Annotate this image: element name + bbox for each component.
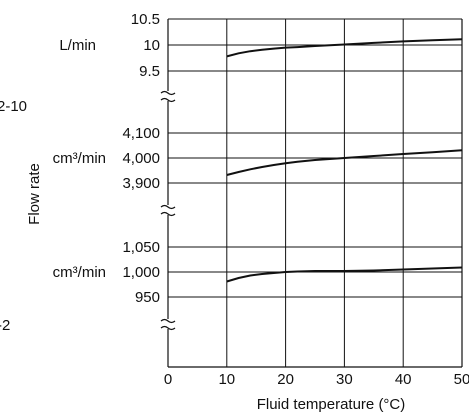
panel-1-y-tick-label-2: 9.5 <box>139 63 160 80</box>
y-axis-title: Flow rate <box>26 163 43 225</box>
panel-2-unit-label: cm³/min <box>53 150 106 167</box>
panel-2-y-tick-label-0: 4,100 <box>122 125 160 142</box>
panel-1-series-line <box>226 38 463 58</box>
x-axis-title: Fluid temperature (°C) <box>257 396 406 413</box>
axis-breaks <box>160 90 176 331</box>
panel-1-axis-break-mark-bottom <box>160 97 176 103</box>
panel-1-y-tick-label-0: 10.5 <box>131 11 160 28</box>
panel-2-axis-break-gap <box>161 205 175 215</box>
panel-3-axis-break-gap <box>161 319 175 329</box>
panel-3-y-tick-label-0: 1,050 <box>122 239 160 256</box>
x-tick-label-20: 20 <box>277 371 294 388</box>
panel-1-unit-label: L/min <box>59 37 96 54</box>
x-tick-label-50: 50 <box>454 371 469 388</box>
panel-2-axis-break-mark-top <box>160 204 176 210</box>
panel-3-y-tick-label-2: 950 <box>135 289 160 306</box>
panel-1-axis-break-mark-top <box>160 90 176 96</box>
panel-3-series-line <box>226 266 463 283</box>
x-tick-label-40: 40 <box>395 371 412 388</box>
panel-3-axis-break-mark-top <box>160 318 176 324</box>
x-tick-label-0: 0 <box>164 371 172 388</box>
x-tick-label-30: 30 <box>336 371 353 388</box>
panel-3-y-tick-label-1: 1,000 <box>122 264 160 281</box>
grid <box>168 18 462 367</box>
left-edge-label-2: -2 <box>0 317 10 334</box>
x-tick-label-10: 10 <box>218 371 235 388</box>
axes: 0 10 20 30 40 50 10.5 10 9.5 4,100 4,000 3,900 1,050… <box>122 11 469 388</box>
panel-1-y-tick-label-1: 10 <box>143 37 160 54</box>
panel-2-y-tick-label-1: 4,000 <box>122 150 160 167</box>
panels: L/min cm³/min cm³/min <box>53 37 463 283</box>
panel-2-axis-break-mark-bottom <box>160 211 176 217</box>
left-edge-label-1: 2-10 <box>0 98 27 115</box>
panel-3-axis-break-mark-bottom <box>160 325 176 331</box>
panel-2-series-line <box>226 149 463 176</box>
panel-3-unit-label: cm³/min <box>53 264 106 281</box>
panel-1-axis-break-gap <box>161 91 175 101</box>
panel-2-y-tick-label-2: 3,900 <box>122 175 160 192</box>
